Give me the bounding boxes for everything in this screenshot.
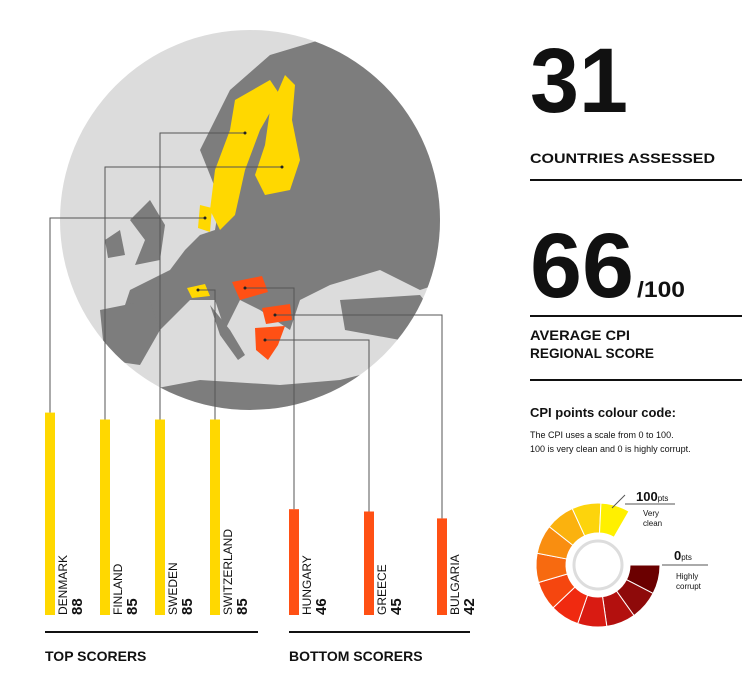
map-point: [243, 286, 247, 290]
low-label: Highly: [676, 572, 698, 581]
leader-line: [265, 339, 370, 512]
sweden-shape: [210, 80, 280, 230]
map: [60, 30, 440, 410]
countries-number: 31: [530, 30, 628, 132]
map-point: [196, 288, 200, 292]
colour-code-title: CPI points colour code:: [530, 405, 676, 420]
leader-line: [159, 132, 245, 420]
bar-category: BULGARIA: [448, 554, 462, 615]
bar: [100, 419, 110, 615]
bar: [364, 511, 374, 615]
bar-value: 45: [388, 598, 405, 615]
leader-line: [611, 494, 626, 509]
bar: [45, 412, 55, 615]
high-points: 100pts: [636, 489, 668, 504]
bar-category: GREECE: [375, 564, 389, 615]
colour-code-description: 100 is very clean and 0 is highly corrup…: [530, 444, 691, 454]
leader-line: [245, 287, 295, 510]
bulgaria-shape: [262, 304, 292, 324]
bar-value: 85: [124, 598, 141, 615]
group-title: BOTTOM SCORERS: [289, 648, 423, 664]
map-point: [203, 216, 207, 220]
low-label: corrupt: [676, 582, 702, 591]
high-label: Very: [643, 509, 659, 518]
wheel-segment: [598, 502, 630, 538]
countries-label: COUNTRIES ASSESSED: [530, 150, 715, 166]
leader-line: [49, 217, 205, 413]
high-label: clean: [643, 519, 662, 528]
bar: [155, 419, 165, 615]
average-label: AVERAGE CPI: [530, 327, 630, 343]
leader-line: [198, 289, 216, 420]
group-title: TOP SCORERS: [45, 648, 146, 664]
bar-value: 46: [313, 598, 330, 615]
greece-shape: [255, 326, 285, 360]
bar-category: HUNGARY: [300, 555, 314, 615]
leader-line: [275, 314, 443, 519]
bar: [437, 518, 447, 615]
bar-value: 88: [69, 598, 86, 615]
bar-value: 85: [179, 598, 196, 615]
wheel-inner-ring: [572, 539, 624, 591]
map-point: [263, 338, 267, 342]
bar: [289, 509, 299, 615]
bar-category: DENMARK: [56, 555, 70, 615]
bar-category: SWEDEN: [166, 562, 180, 615]
bar-charts: DENMARK 88 FINLAND 85 SWEDEN 85 SWITZERLAND 85T…: [45, 131, 478, 664]
low-points: 0pts: [674, 548, 692, 563]
average-suffix: /100: [637, 277, 685, 302]
map-point: [273, 313, 277, 317]
leader-line: [104, 166, 282, 420]
colour-wheel: [535, 502, 661, 628]
bar: [210, 419, 220, 615]
average-label: REGIONAL SCORE: [530, 345, 654, 361]
bar-category: SWITZERLAND: [221, 529, 235, 615]
bar-category: FINLAND: [111, 563, 125, 615]
finland-shape: [255, 75, 300, 195]
bar-value: 85: [234, 598, 251, 615]
colour-code-description: The CPI uses a scale from 0 to 100.: [530, 430, 674, 440]
bar-value: 42: [461, 598, 478, 615]
map-point: [243, 131, 247, 135]
map-point: [280, 165, 284, 169]
average-number: 66: [530, 215, 634, 317]
